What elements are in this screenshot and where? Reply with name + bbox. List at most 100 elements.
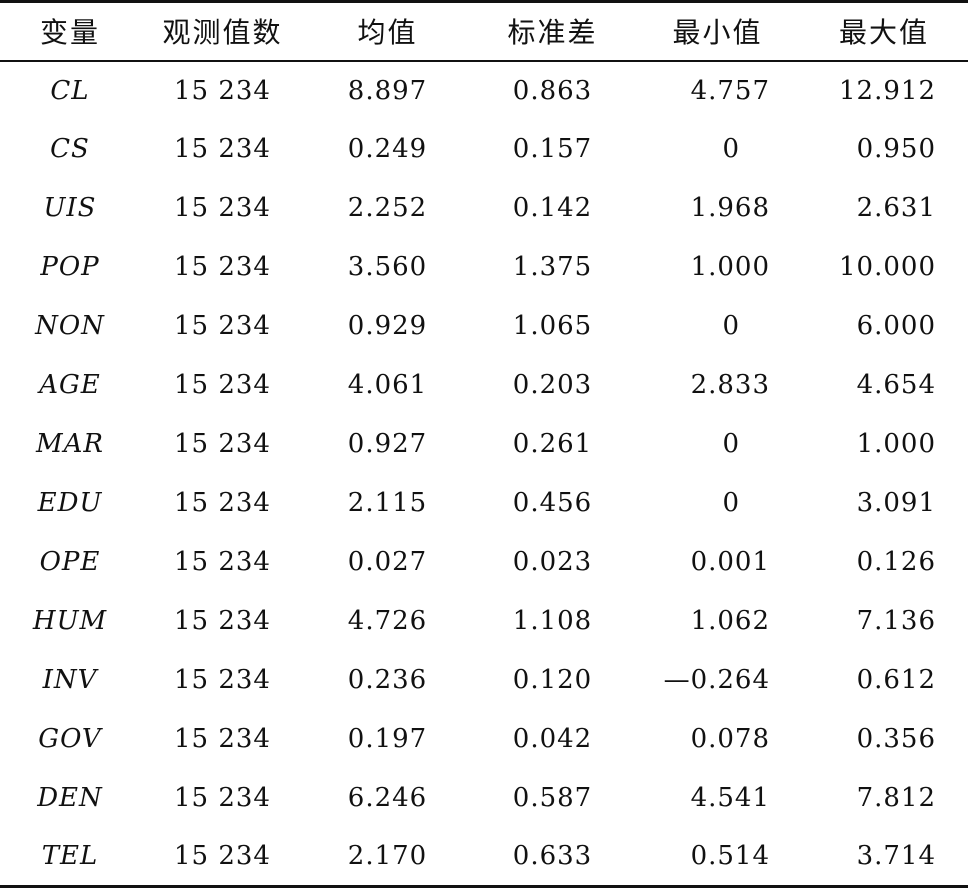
cell-sd: 1.065 xyxy=(512,311,593,341)
cell-max: 3.714 xyxy=(800,827,968,888)
cell-max: 0.612 xyxy=(856,665,936,695)
header-max: 最大值 xyxy=(800,0,968,62)
cell-sd: 1.108 xyxy=(512,606,593,636)
cell-observations: 15 234 xyxy=(174,134,271,164)
cell-sd: 0.587 xyxy=(512,783,593,813)
cell-max: 1.000 xyxy=(856,429,936,459)
cell-mean: 8.897 xyxy=(347,75,428,106)
cell-variable: GOV xyxy=(38,724,102,754)
cell-min: 0.001 xyxy=(690,547,770,577)
cell-max: 0.950 xyxy=(856,134,936,164)
cell-mean: 3.560 xyxy=(347,252,428,282)
cell-observations: 15 234 xyxy=(174,488,271,518)
cell-min: 4.757 xyxy=(690,75,770,106)
cell-min: 2.833 xyxy=(690,370,770,400)
cell-variable: AGE xyxy=(39,370,101,400)
cell-min: 1.968 xyxy=(690,193,770,223)
cell-observations: 15 234 xyxy=(174,606,271,636)
header-row: 变量 观测值数 均值 标准差 最小值 最大值 xyxy=(0,0,968,62)
header-sd: 标准差 xyxy=(470,0,635,62)
cell-mean: 4.061 xyxy=(347,370,428,400)
cell-variable: POP xyxy=(40,252,100,282)
cell-mean: 0.929 xyxy=(347,311,428,341)
cell-max: 12.912 xyxy=(839,75,936,106)
header-mean: 均值 xyxy=(305,0,470,62)
cell-observations: 15 234 xyxy=(174,252,271,282)
table-row: UIS 15 234 2.252 0.142 1.968 2.631 xyxy=(0,179,968,238)
cell-observations: 15 234 xyxy=(174,783,271,813)
cell-max: 2.631 xyxy=(856,193,936,223)
cell-sd: 0.042 xyxy=(512,724,593,754)
cell-max: 7.136 xyxy=(856,606,936,636)
cell-max: 6.000 xyxy=(856,311,936,341)
cell-min: 0 xyxy=(722,311,740,341)
cell-variable: EDU xyxy=(37,488,103,518)
cell-variable: HUM xyxy=(32,606,108,636)
table-row: GOV 15 234 0.197 0.042 0.078 0.356 xyxy=(0,710,968,769)
cell-sd: 0.456 xyxy=(512,488,593,518)
table-row: TEL 15 234 2.170 0.633 0.514 3.714 xyxy=(0,827,968,888)
cell-mean: 4.726 xyxy=(347,606,428,636)
cell-max: 7.812 xyxy=(856,783,936,813)
table-header: 变量 观测值数 均值 标准差 最小值 最大值 xyxy=(0,0,968,62)
cell-observations: 15 234 xyxy=(140,827,305,888)
table-row: MAR 15 234 0.927 0.261 0 1.000 xyxy=(0,415,968,474)
cell-observations: 15 234 xyxy=(174,75,271,106)
header-min: 最小值 xyxy=(635,0,800,62)
table-row: CS 15 234 0.249 0.157 0 0.950 xyxy=(0,120,968,179)
cell-observations: 15 234 xyxy=(174,193,271,223)
cell-min: 4.541 xyxy=(690,783,770,813)
cell-min: 1.062 xyxy=(690,606,770,636)
table-row: POP 15 234 3.560 1.375 1.000 10.000 xyxy=(0,238,968,297)
cell-observations: 15 234 xyxy=(174,370,271,400)
header-variable: 变量 xyxy=(0,0,140,62)
cell-observations: 15 234 xyxy=(174,547,271,577)
cell-min: 0 xyxy=(722,134,740,164)
table-body: CL 15 234 8.897 0.863 4.757 12.912 CS 15 234 0.2… xyxy=(0,61,968,888)
table-row: CL 15 234 8.897 0.863 4.757 12.912 xyxy=(0,61,968,120)
cell-mean: 0.249 xyxy=(347,134,428,164)
cell-max: 4.654 xyxy=(856,370,936,400)
cell-variable: OPE xyxy=(39,547,101,577)
cell-variable: TEL xyxy=(0,827,140,888)
cell-mean: 0.927 xyxy=(347,429,428,459)
table-row: OPE 15 234 0.027 0.023 0.001 0.126 xyxy=(0,533,968,592)
cell-variable: CS xyxy=(50,134,90,164)
cell-min: 0 xyxy=(722,429,740,459)
cell-min: 0 xyxy=(722,488,740,518)
cell-observations: 15 234 xyxy=(174,311,271,341)
cell-mean: 2.170 xyxy=(305,827,470,888)
cell-max: 0.356 xyxy=(856,724,936,754)
cell-observations: 15 234 xyxy=(174,724,271,754)
cell-sd: 0.633 xyxy=(470,827,635,888)
cell-sd: 1.375 xyxy=(512,252,593,282)
cell-min: 1.000 xyxy=(690,252,770,282)
table-row: AGE 15 234 4.061 0.203 2.833 4.654 xyxy=(0,356,968,415)
cell-variable: DEN xyxy=(37,783,103,813)
table-row: NON 15 234 0.929 1.065 0 6.000 xyxy=(0,297,968,356)
cell-variable: NON xyxy=(35,311,105,341)
cell-min: 0.514 xyxy=(635,827,800,888)
cell-observations: 15 234 xyxy=(174,429,271,459)
cell-mean: 0.027 xyxy=(347,547,428,577)
table-row: INV 15 234 0.236 0.120 —0.264 0.612 xyxy=(0,651,968,710)
cell-variable: UIS xyxy=(43,193,97,223)
cell-sd: 0.023 xyxy=(512,547,593,577)
cell-sd: 0.142 xyxy=(512,193,593,223)
cell-max: 3.091 xyxy=(856,488,936,518)
table-row: EDU 15 234 2.115 0.456 0 3.091 xyxy=(0,474,968,533)
header-observations: 观测值数 xyxy=(140,0,305,62)
cell-mean: 2.252 xyxy=(347,193,428,223)
cell-sd: 0.157 xyxy=(512,134,593,164)
cell-mean: 0.197 xyxy=(347,724,428,754)
cell-max: 0.126 xyxy=(856,547,936,577)
cell-min: —0.264 xyxy=(663,665,770,695)
cell-observations: 15 234 xyxy=(174,665,271,695)
cell-sd: 0.863 xyxy=(512,75,593,106)
cell-mean: 2.115 xyxy=(347,488,428,518)
table-row: DEN 15 234 6.246 0.587 4.541 7.812 xyxy=(0,769,968,828)
cell-max: 10.000 xyxy=(839,252,936,282)
cell-variable: CL xyxy=(50,75,90,106)
cell-variable: MAR xyxy=(36,429,104,459)
